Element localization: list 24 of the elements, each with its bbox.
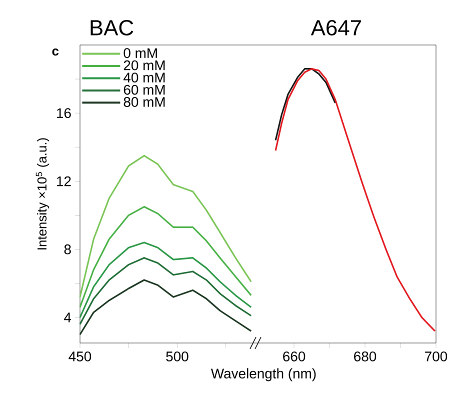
line-series: [79, 279, 252, 336]
text: c: [52, 48, 59, 56]
x-tick-label: 500: [166, 352, 188, 362]
x-axis-title: Wavelength (nm): [210, 368, 316, 382]
chart-title: A647: [310, 20, 361, 36]
legend-label: 60 mM: [124, 84, 165, 95]
chart-title: BAC: [90, 20, 134, 36]
line-series: [79, 154, 252, 298]
y-tick-label: 12: [57, 176, 71, 186]
x-tick-label: 660: [283, 352, 306, 362]
y-axis-title: Intensity ×10$^{5}$ (a.u.): [36, 138, 50, 250]
legend-label: 80 mM: [124, 97, 165, 107]
line-series: [79, 206, 252, 308]
x-tick-label: 680: [354, 352, 376, 362]
legend-label: 20 mM: [124, 60, 165, 70]
legend-label: 0 mM: [124, 48, 157, 58]
y-tick-label: 8: [64, 244, 71, 254]
line-series: [79, 257, 252, 326]
y-tick-label: 4: [64, 312, 72, 322]
legend-label: 40 mM: [123, 72, 165, 83]
y-tick-label: 16: [57, 108, 71, 118]
x-tick-label: 450: [68, 352, 92, 362]
x-tick-label: 700: [425, 352, 448, 362]
line-series: [79, 242, 252, 318]
